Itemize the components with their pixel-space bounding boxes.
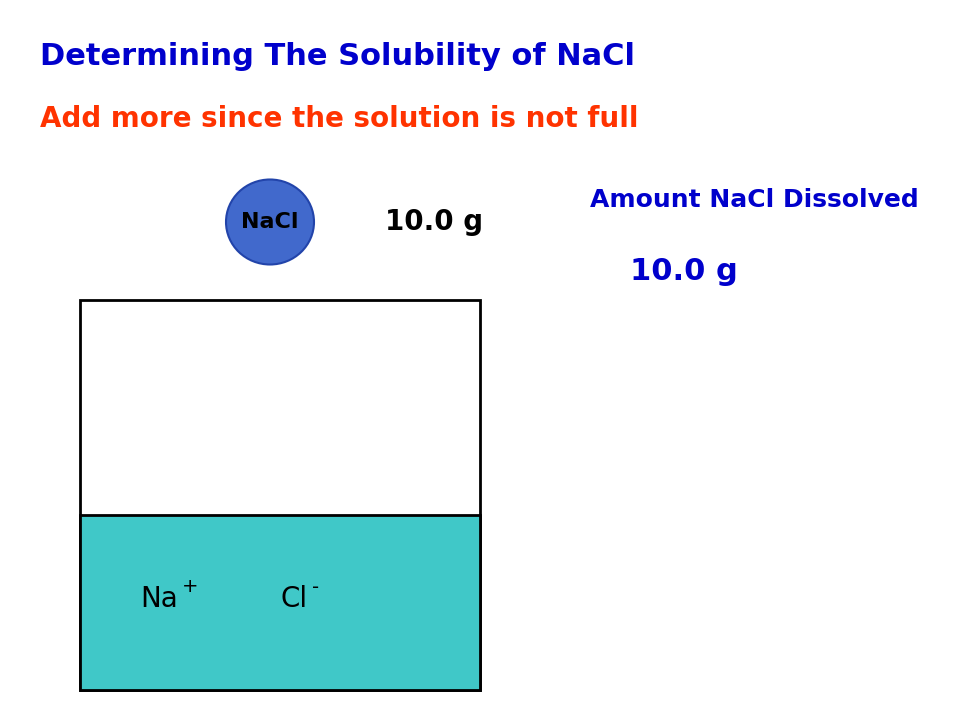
Text: Na: Na <box>140 585 178 613</box>
Text: -: - <box>312 577 319 596</box>
Ellipse shape <box>226 179 314 264</box>
Text: 10.0 g: 10.0 g <box>630 258 737 287</box>
Text: NaCl: NaCl <box>241 212 299 232</box>
Text: Determining The Solubility of NaCl: Determining The Solubility of NaCl <box>40 42 635 71</box>
Text: Amount NaCl Dissolved: Amount NaCl Dissolved <box>590 188 919 212</box>
Text: Cl: Cl <box>280 585 307 613</box>
Text: Add more since the solution is not full: Add more since the solution is not full <box>40 105 638 133</box>
FancyBboxPatch shape <box>80 300 480 690</box>
Text: 10.0 g: 10.0 g <box>385 208 483 236</box>
Text: +: + <box>182 577 199 596</box>
FancyBboxPatch shape <box>80 515 480 690</box>
